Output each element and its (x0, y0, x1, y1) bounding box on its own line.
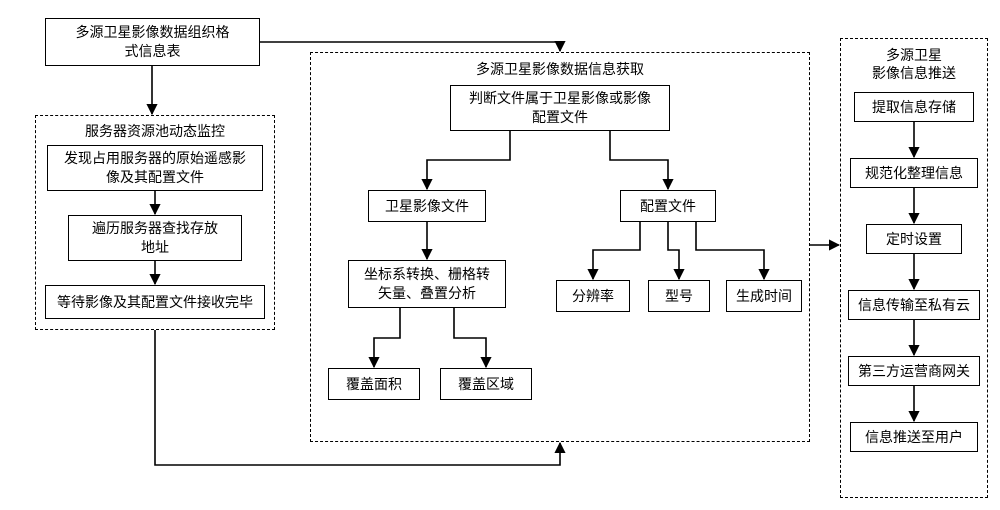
wait-receive-text: 等待影像及其配置文件接收完毕 (57, 293, 253, 312)
transform-analysis-text: 坐标系转换、栅格转矢量、叠置分析 (364, 265, 490, 303)
push-to-user-text: 信息推送至用户 (865, 428, 963, 447)
format-info-table-box: 多源卫星影像数据组织格式信息表 (45, 18, 260, 66)
info-push-title: 多源卫星影像信息推送 (850, 46, 978, 82)
extract-store-box: 提取信息存储 (854, 92, 974, 122)
format-info-table-text: 多源卫星影像数据组织格式信息表 (76, 23, 230, 61)
traverse-server-text: 遍历服务器查找存放地址 (92, 219, 218, 257)
timer-box: 定时设置 (866, 224, 962, 254)
sat-image-file-box: 卫星影像文件 (368, 190, 486, 222)
traverse-server-box: 遍历服务器查找存放地址 (68, 215, 242, 261)
config-file-box: 配置文件 (620, 190, 716, 222)
discover-files-box: 发现占用服务器的原始遥感影像及其配置文件 (47, 145, 263, 191)
resolution-text: 分辨率 (572, 287, 614, 306)
gen-time-text: 生成时间 (736, 287, 792, 306)
coverage-area-text: 覆盖面积 (346, 375, 402, 394)
model-text: 型号 (665, 287, 693, 306)
gateway-text: 第三方运营商网关 (858, 362, 970, 381)
transform-analysis-box: 坐标系转换、栅格转矢量、叠置分析 (348, 260, 506, 308)
gateway-box: 第三方运营商网关 (848, 356, 980, 386)
judge-file-text: 判断文件属于卫星影像或影像配置文件 (469, 89, 651, 127)
normalize-text: 规范化整理信息 (865, 164, 963, 183)
resolution-box: 分辨率 (556, 280, 630, 312)
config-file-text: 配置文件 (640, 197, 696, 216)
to-private-cloud-box: 信息传输至私有云 (848, 290, 980, 320)
coverage-region-text: 覆盖区域 (458, 375, 514, 394)
coverage-region-box: 覆盖区域 (440, 368, 532, 400)
push-to-user-box: 信息推送至用户 (850, 422, 978, 452)
extract-store-text: 提取信息存储 (872, 98, 956, 117)
timer-text: 定时设置 (886, 230, 942, 249)
normalize-box: 规范化整理信息 (850, 158, 978, 188)
judge-file-box: 判断文件属于卫星影像或影像配置文件 (450, 85, 670, 131)
sat-image-file-text: 卫星影像文件 (385, 197, 469, 216)
gen-time-box: 生成时间 (726, 280, 802, 312)
data-acquire-title: 多源卫星影像数据信息获取 (460, 60, 660, 78)
server-pool-title: 服务器资源池动态监控 (60, 122, 250, 140)
coverage-area-box: 覆盖面积 (328, 368, 420, 400)
discover-files-text: 发现占用服务器的原始遥感影像及其配置文件 (64, 149, 246, 187)
wait-receive-box: 等待影像及其配置文件接收完毕 (45, 285, 265, 319)
to-private-cloud-text: 信息传输至私有云 (858, 296, 970, 315)
model-box: 型号 (648, 280, 710, 312)
